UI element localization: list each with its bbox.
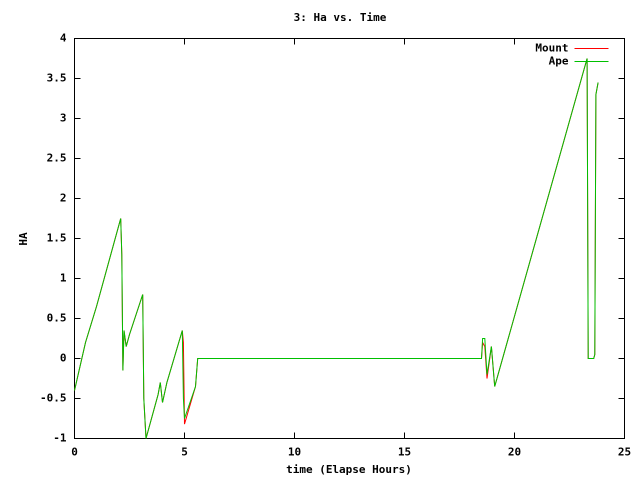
y-tick-label: 2: [60, 192, 67, 205]
y-tick-label: 4: [60, 32, 67, 45]
y-tick-label: 0: [60, 352, 67, 365]
y-tick-label: -0.5: [40, 392, 67, 405]
x-tick-label: 5: [181, 446, 188, 459]
x-axis-label: time (Elapse Hours): [286, 463, 412, 476]
y-tick-label: 0.5: [47, 312, 67, 325]
series-line: [74, 58, 599, 439]
legend-label: Mount: [535, 42, 568, 55]
x-tick-label: 25: [618, 446, 631, 459]
x-tick-label: 20: [508, 446, 521, 459]
y-tick-label: 1: [60, 272, 67, 285]
y-tick-label: -1: [53, 432, 67, 445]
chart-title: 3: Ha vs. Time: [294, 11, 387, 24]
y-tick-label: 2.5: [47, 152, 67, 165]
legend-label: Ape: [549, 55, 569, 68]
x-tick-label: 15: [398, 446, 411, 459]
y-tick-label: 1.5: [47, 232, 67, 245]
y-tick-label: 3.5: [47, 72, 67, 85]
x-tick-label: 0: [71, 446, 78, 459]
y-tick-label: 3: [60, 112, 67, 125]
y-axis-label: HA: [17, 232, 30, 246]
x-tick-label: 10: [288, 446, 301, 459]
